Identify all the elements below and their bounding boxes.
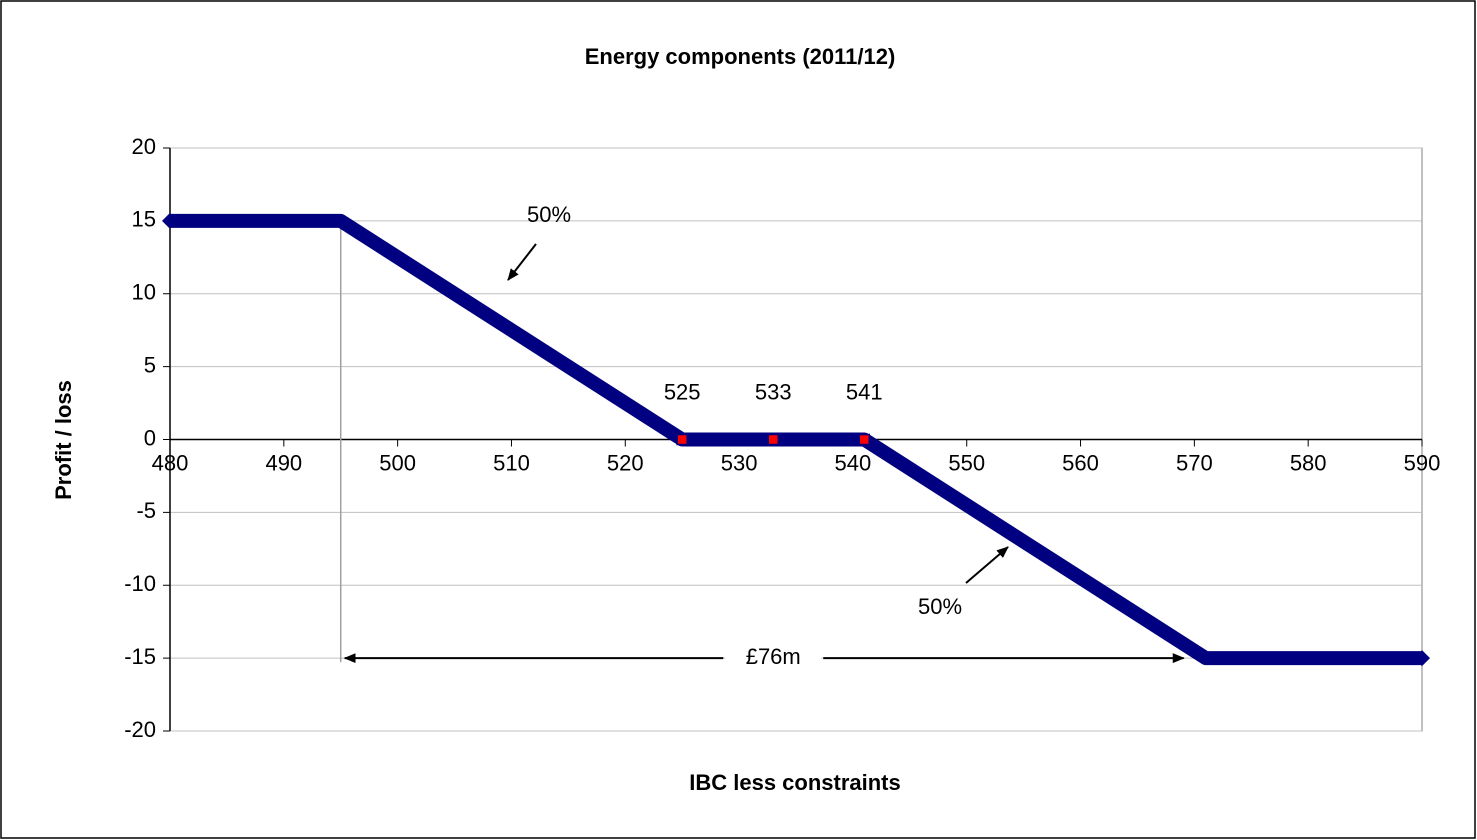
y-tick-label: -5	[136, 498, 156, 523]
y-tick-label: -20	[124, 717, 156, 742]
y-tick-label: -10	[124, 571, 156, 596]
x-tick-label: 510	[493, 450, 530, 475]
annotation-bg	[725, 644, 822, 673]
x-tick-label: 580	[1290, 450, 1327, 475]
x-tick-label: 490	[265, 450, 302, 475]
end-marker	[162, 212, 178, 229]
annotation: 50%	[918, 594, 962, 619]
annotation: 50%	[527, 202, 571, 227]
x-tick-label: 560	[1062, 450, 1099, 475]
y-axis-label: Profit / loss	[51, 380, 76, 500]
x-tick-label: 590	[1404, 450, 1441, 475]
data-label: 525	[664, 379, 701, 404]
x-tick-label: 500	[379, 450, 416, 475]
x-tick-label: 480	[152, 450, 189, 475]
x-tick-label: 550	[948, 450, 985, 475]
annotation-arrow	[507, 243, 537, 281]
x-axis-label: IBC less constraints	[689, 770, 901, 795]
data-label: 541	[846, 379, 883, 404]
annotation-arrow	[965, 546, 1009, 584]
x-tick-label: 570	[1176, 450, 1213, 475]
data-label: 533	[755, 379, 792, 404]
x-tick-label: 540	[835, 450, 872, 475]
point-marker	[676, 433, 688, 446]
y-tick-label: 0	[144, 425, 156, 450]
y-tick-label: 5	[144, 352, 156, 377]
y-tick-label: -15	[124, 644, 156, 669]
point-marker	[858, 433, 871, 446]
chart-title: Energy components (2011/12)	[585, 44, 896, 69]
x-tick-label: 520	[607, 450, 644, 475]
x-tick-label: 530	[721, 450, 758, 475]
y-tick-label: 20	[132, 134, 156, 159]
annotation: £76m	[746, 644, 801, 669]
y-tick-label: 15	[132, 207, 156, 232]
point-marker	[767, 433, 779, 446]
end-marker	[1414, 650, 1430, 667]
y-tick-label: 10	[132, 280, 156, 305]
